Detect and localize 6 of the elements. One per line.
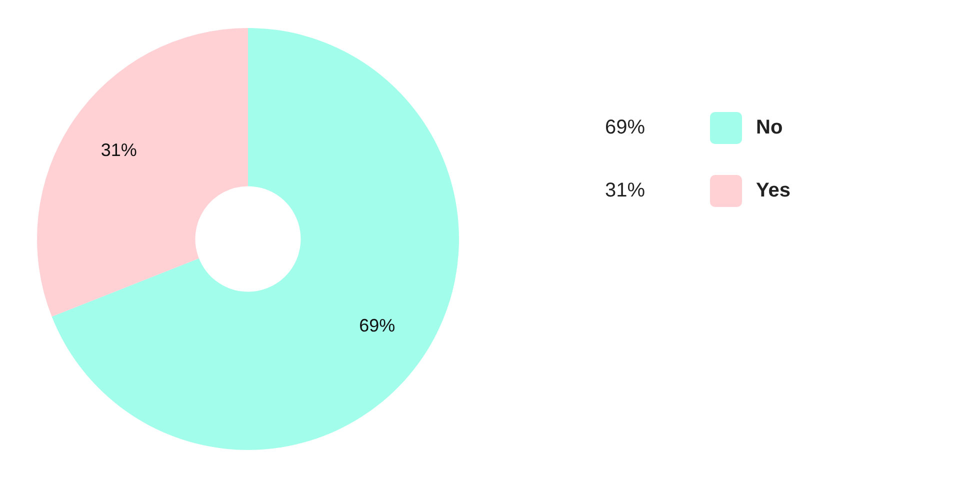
legend-label: No bbox=[756, 116, 783, 139]
text: 31% bbox=[605, 180, 646, 202]
legend-label: Yes bbox=[756, 180, 790, 202]
data-label: 69% bbox=[359, 316, 396, 336]
data-label: 31% bbox=[100, 140, 137, 160]
text: 69% bbox=[605, 116, 646, 139]
